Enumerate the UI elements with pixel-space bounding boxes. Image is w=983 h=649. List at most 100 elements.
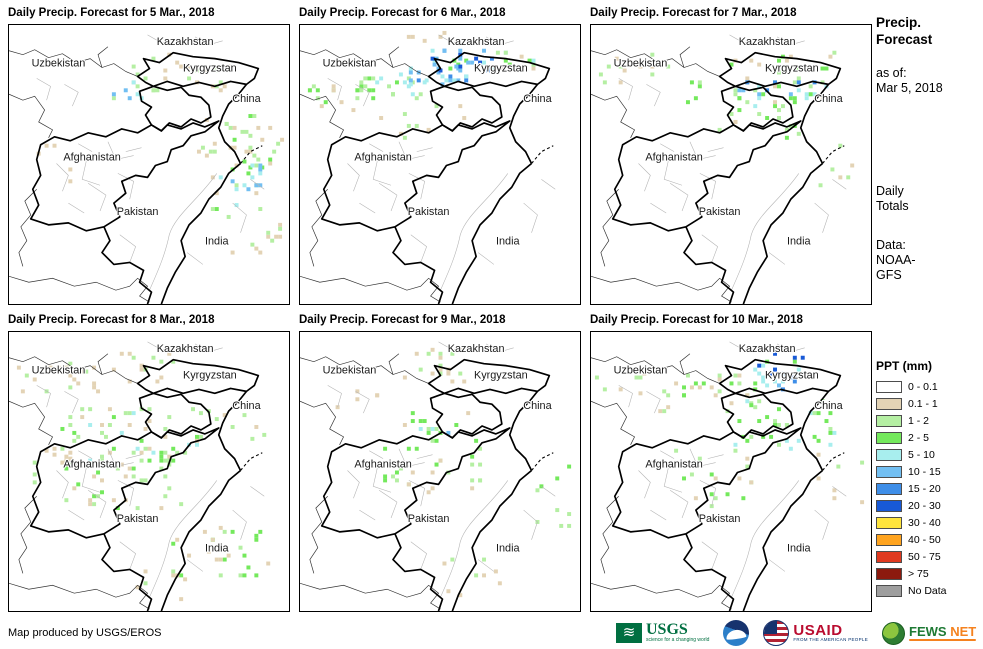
- precip-cell: [115, 506, 120, 511]
- precip-cell: [450, 379, 455, 384]
- precip-cell: [406, 123, 411, 128]
- precip-cell: [430, 347, 435, 352]
- precip-cell: [430, 486, 435, 491]
- precip-cell: [709, 385, 714, 390]
- precip-cell: [701, 381, 706, 386]
- precip-cell: [88, 502, 93, 507]
- precip-cell: [729, 381, 734, 386]
- precip-cell: [96, 470, 101, 475]
- precip-cell: [464, 78, 469, 83]
- precip-cell: [757, 419, 762, 424]
- precip-cell: [187, 76, 192, 81]
- precip-cell: [68, 385, 73, 390]
- precip-cell: [458, 371, 463, 376]
- precip-cell: [250, 175, 255, 180]
- precip-cell: [254, 163, 259, 168]
- precip-cell: [757, 96, 762, 101]
- precip-cell: [685, 373, 690, 378]
- country-label: Uzbekistan: [614, 58, 668, 70]
- precip-cell: [202, 68, 207, 73]
- usaid-name: USAID: [793, 621, 843, 639]
- precip-cell: [448, 78, 453, 83]
- data-source-block: Data: NOAA- GFS: [876, 238, 980, 283]
- country-label: Kazakhstan: [448, 36, 505, 48]
- admin-boundaries: [618, 34, 847, 291]
- legend-label: 30 - 40: [908, 516, 941, 529]
- precip-cell: [224, 121, 229, 126]
- precip-cell: [753, 88, 758, 93]
- precip-cell: [812, 411, 817, 416]
- precip-cell: [52, 143, 57, 148]
- precip-cell: [44, 448, 49, 453]
- precip-cell: [258, 529, 263, 534]
- legend-label: No Data: [908, 584, 947, 597]
- legend-swatch: [876, 499, 902, 512]
- precip-cell: [737, 419, 742, 424]
- precip-cell: [228, 125, 233, 130]
- precip-cell: [179, 597, 184, 602]
- precip-cell: [234, 183, 239, 188]
- precip-cell: [159, 359, 164, 364]
- precip-cell: [422, 38, 427, 43]
- precip-cell: [135, 84, 140, 89]
- precip-cell: [408, 82, 413, 87]
- legend-swatch: [876, 567, 902, 580]
- precip-cell: [470, 478, 475, 483]
- precip-cell: [100, 423, 104, 427]
- precip-cell: [745, 456, 750, 461]
- precip-cell: [139, 450, 144, 455]
- precip-cell: [820, 66, 825, 71]
- precip-cell: [733, 88, 738, 93]
- precip-cell: [100, 458, 104, 463]
- precip-cell: [163, 450, 168, 455]
- country-borders-thin: [9, 46, 150, 303]
- precip-cell: [252, 153, 257, 158]
- precip-cell: [68, 456, 73, 461]
- legend-row: 0 - 0.1: [876, 378, 980, 395]
- precip-cell: [268, 161, 273, 166]
- precip-cell: [139, 407, 144, 412]
- precip-cell: [68, 179, 73, 184]
- precip-cell: [470, 462, 475, 467]
- product-title-line2: Forecast: [876, 32, 933, 47]
- precip-cell: [818, 183, 823, 188]
- precip-cell: [100, 490, 104, 495]
- precip-cell: [187, 553, 192, 558]
- data-source-line1: NOAA-: [876, 253, 916, 267]
- precip-cell: [438, 355, 443, 360]
- precip-cell: [131, 474, 136, 479]
- precip-cell: [503, 50, 508, 55]
- precip-cell: [402, 423, 407, 427]
- precip-cell: [246, 565, 251, 570]
- precip-cell: [733, 442, 738, 447]
- precip-cell: [757, 363, 762, 368]
- precip-layer: [594, 351, 865, 509]
- precip-cell: [713, 393, 718, 398]
- usgs-logo: ≋ USGS science for a changing world: [616, 622, 709, 643]
- usaid-flag-icon: [763, 620, 790, 646]
- precip-cell: [394, 80, 399, 85]
- info-sidebar: Precip. Forecast as of: Mar 5, 2018 Dail…: [876, 6, 980, 599]
- precip-cell: [335, 405, 340, 410]
- precip-cell: [824, 419, 829, 424]
- precip-cell: [462, 379, 467, 384]
- precip-cell: [682, 476, 686, 481]
- precip-cell: [757, 112, 762, 117]
- precip-cell: [139, 363, 144, 368]
- precip-cell: [252, 114, 257, 118]
- precip-cell: [206, 549, 211, 554]
- precip-cell: [757, 371, 762, 376]
- precip-cell: [92, 494, 97, 499]
- precip-cell: [44, 143, 49, 148]
- precip-cell: [860, 460, 865, 465]
- precip-cell: [68, 423, 73, 427]
- precip-cell: [697, 80, 702, 85]
- precip-cell: [638, 391, 643, 396]
- country-labels-layer: Kazakhstan Uzbekistan Kyrgyzstan China Afgha…: [30, 35, 262, 249]
- precip-cell: [131, 450, 136, 455]
- precip-cell: [248, 114, 253, 118]
- legend-label: 20 - 30: [908, 499, 941, 512]
- precip-cell: [238, 573, 243, 578]
- precip-cell: [406, 446, 411, 451]
